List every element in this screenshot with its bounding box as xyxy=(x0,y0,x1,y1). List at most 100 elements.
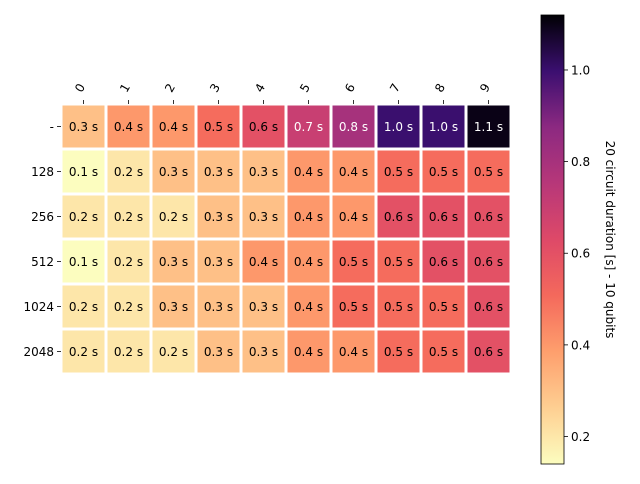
heatmap-cell xyxy=(332,195,375,238)
cell-value-label: 0.3 s xyxy=(204,165,233,179)
cell-value-label: 0.1 s xyxy=(69,165,98,179)
heatmap-cell xyxy=(107,285,150,328)
cell-value-label: 0.6 s xyxy=(429,210,458,224)
cell-value-label: 0.5 s xyxy=(384,345,413,359)
colorbar-tick-label: 0.2 xyxy=(571,430,590,444)
cell-value-label: 0.2 s xyxy=(114,300,143,314)
heatmap-cell xyxy=(242,150,285,193)
cell-value-label: 0.2 s xyxy=(69,300,98,314)
cell-value-label: 0.5 s xyxy=(339,255,368,269)
x-tick-label: 7 xyxy=(387,81,403,95)
cell-value-label: 0.8 s xyxy=(339,120,368,134)
cell-value-label: 0.5 s xyxy=(384,300,413,314)
heatmap-cell xyxy=(287,195,330,238)
heatmap-cell xyxy=(107,195,150,238)
x-tick-label: 0 xyxy=(72,81,88,95)
cell-value-label: 0.4 s xyxy=(159,120,188,134)
cell-value-label: 0.6 s xyxy=(474,255,503,269)
cell-value-label: 1.0 s xyxy=(384,120,413,134)
x-axis-ticks: 0 1 2 3 4 5 6 7 8 9 xyxy=(72,81,493,104)
heatmap-cell xyxy=(152,285,195,328)
heatmap-cell xyxy=(332,240,375,283)
x-tick-label: 1 xyxy=(117,81,133,95)
cell-value-label: 1.0 s xyxy=(429,120,458,134)
cell-value-label: 0.2 s xyxy=(69,210,98,224)
cell-value-label: 0.3 s xyxy=(204,210,233,224)
cell-value-label: 0.4 s xyxy=(294,255,323,269)
cell-value-label: 0.3 s xyxy=(204,345,233,359)
heatmap-cell xyxy=(377,240,420,283)
cell-value-label: 0.3 s xyxy=(204,255,233,269)
cell-value-label: 0.3 s xyxy=(249,345,278,359)
heatmap-cell xyxy=(467,150,510,193)
x-tick-label: 4 xyxy=(252,81,268,95)
cell-value-label: 0.5 s xyxy=(429,165,458,179)
cell-value-label: 0.4 s xyxy=(294,345,323,359)
heatmap-cell xyxy=(467,195,510,238)
cell-value-label: 0.5 s xyxy=(474,165,503,179)
colorbar-tick-label: 1.0 xyxy=(571,63,590,77)
cell-value-label: 0.4 s xyxy=(339,210,368,224)
x-tick-label: 3 xyxy=(207,81,223,95)
cell-value-label: 0.1 s xyxy=(69,255,98,269)
heatmap-cell xyxy=(332,105,375,148)
cell-value-label: 0.5 s xyxy=(429,345,458,359)
cell-value-label: 0.5 s xyxy=(204,120,233,134)
cell-value-label: 0.2 s xyxy=(114,165,143,179)
heatmap-cell xyxy=(422,285,465,328)
heatmap-cell xyxy=(332,150,375,193)
heatmap-cells: 0.3 s 0.4 s 0.4 s 0.5 s 0.6 s 0.7 s 0.8 s 1.0 s… xyxy=(62,105,510,373)
heatmap-cell xyxy=(332,330,375,373)
heatmap-cell xyxy=(197,285,240,328)
heatmap-cell xyxy=(152,240,195,283)
cell-value-label: 0.3 s xyxy=(159,165,188,179)
cell-value-label: 0.3 s xyxy=(69,120,98,134)
heatmap-cell xyxy=(242,330,285,373)
heatmap-cell xyxy=(107,240,150,283)
cell-value-label: 0.6 s xyxy=(474,300,503,314)
heatmap-cell xyxy=(422,105,465,148)
cell-value-label: 0.5 s xyxy=(339,300,368,314)
heatmap-cell xyxy=(422,240,465,283)
heatmap-cell xyxy=(152,195,195,238)
colorbar-tick-label: 0.6 xyxy=(571,247,590,261)
heatmap-cell xyxy=(287,330,330,373)
cell-value-label: 0.6 s xyxy=(249,120,278,134)
heatmap-cell xyxy=(422,330,465,373)
cell-value-label: 0.2 s xyxy=(69,345,98,359)
heatmap-cell xyxy=(467,105,510,148)
cell-value-label: 0.4 s xyxy=(114,120,143,134)
cell-value-label: 0.6 s xyxy=(384,210,413,224)
cell-value-label: 0.7 s xyxy=(294,120,323,134)
heatmap-cell xyxy=(152,105,195,148)
heatmap-cell xyxy=(107,330,150,373)
x-tick-label: 8 xyxy=(432,81,448,95)
heatmap-cell xyxy=(422,150,465,193)
heatmap-cell xyxy=(197,150,240,193)
heatmap-cell xyxy=(242,285,285,328)
x-tick-label: 5 xyxy=(297,81,313,95)
heatmap-cell xyxy=(242,195,285,238)
cell-value-label: 0.2 s xyxy=(114,210,143,224)
x-tick-label: 6 xyxy=(342,81,358,95)
heatmap-cell xyxy=(332,285,375,328)
y-tick-label: 2048 xyxy=(23,345,54,359)
heatmap-cell xyxy=(287,105,330,148)
cell-value-label: 0.4 s xyxy=(294,165,323,179)
colorbar-gradient xyxy=(540,14,565,465)
heatmap-cell xyxy=(467,285,510,328)
y-tick-label: 128 xyxy=(31,165,54,179)
heatmap-cell xyxy=(467,330,510,373)
heatmap-cell xyxy=(62,150,105,193)
cell-value-label: 0.3 s xyxy=(249,300,278,314)
heatmap-cell xyxy=(377,105,420,148)
cell-value-label: 1.1 s xyxy=(474,120,503,134)
cell-value-label: 0.6 s xyxy=(474,345,503,359)
heatmap-cell xyxy=(377,195,420,238)
cell-value-label: 0.6 s xyxy=(474,210,503,224)
heatmap-cell xyxy=(467,240,510,283)
y-tick-label: 512 xyxy=(31,255,54,269)
cell-value-label: 0.5 s xyxy=(384,255,413,269)
cell-value-label: 0.3 s xyxy=(249,165,278,179)
